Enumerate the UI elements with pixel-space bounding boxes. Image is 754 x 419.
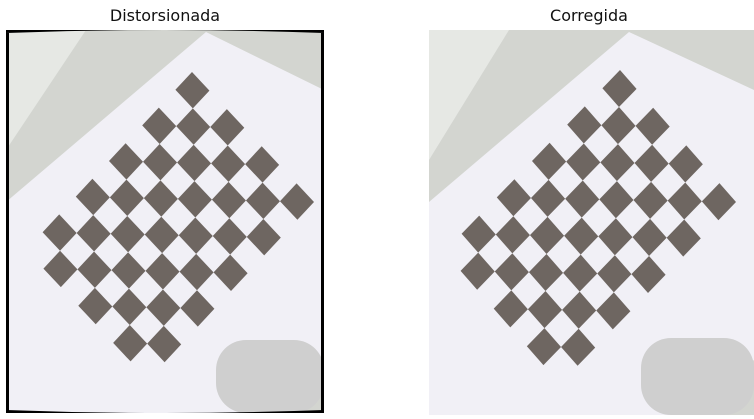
checker-square	[496, 179, 531, 217]
checker-square	[528, 253, 564, 292]
checker-square	[495, 216, 530, 254]
checker-square	[143, 180, 178, 217]
checker-square	[147, 325, 182, 363]
checker-square	[210, 109, 245, 146]
checker-square	[143, 143, 178, 181]
checker-square	[245, 182, 280, 220]
checker-square	[177, 181, 212, 218]
checker-square	[144, 216, 179, 254]
checker-square	[78, 287, 113, 325]
checker-square	[599, 181, 634, 219]
checker-square	[527, 291, 563, 329]
checkerboard	[42, 72, 314, 363]
checker-square	[601, 107, 636, 145]
corrected-image	[429, 30, 754, 415]
checker-square	[532, 142, 567, 180]
checker-square	[176, 108, 211, 145]
checker-square	[177, 144, 212, 182]
checker-square	[529, 216, 565, 254]
checker-square	[602, 70, 637, 108]
checker-square	[632, 218, 667, 256]
checker-square	[180, 290, 215, 327]
checker-square	[142, 107, 177, 144]
checker-square	[212, 218, 247, 255]
checker-square	[565, 180, 600, 218]
checker-square	[109, 179, 144, 216]
checker-square	[211, 181, 246, 219]
checker-square	[43, 250, 78, 288]
corrected-title: Corregida	[550, 6, 628, 25]
checker-square	[75, 178, 110, 216]
checker-square	[634, 144, 669, 182]
checker-square	[111, 252, 146, 289]
distorted-image	[6, 30, 324, 413]
checker-square	[561, 328, 596, 366]
checker-square	[179, 253, 214, 291]
checker-square	[631, 255, 666, 293]
checker-square	[42, 214, 77, 251]
checker-square	[598, 218, 633, 256]
checker-square	[112, 288, 147, 326]
checker-square	[667, 182, 702, 220]
checker-square	[566, 143, 601, 181]
checker-square	[110, 215, 145, 253]
checker-square	[567, 106, 602, 144]
checker-square	[701, 183, 736, 221]
checker-square	[460, 252, 495, 290]
checker-square	[109, 143, 144, 180]
checker-square	[635, 107, 670, 145]
checker-square	[666, 219, 701, 257]
checker-square	[145, 253, 180, 290]
checker-square	[461, 215, 496, 253]
checker-square	[279, 183, 314, 220]
checker-square	[493, 290, 528, 328]
checker-square	[526, 328, 562, 366]
checker-square	[530, 179, 566, 217]
checker-square	[178, 217, 213, 254]
checker-square	[146, 289, 181, 326]
checker-square	[494, 253, 529, 291]
checker-square	[668, 145, 703, 183]
checkerboard	[460, 70, 736, 366]
checker-square	[213, 254, 248, 291]
checker-square	[113, 325, 148, 362]
checker-square	[76, 215, 111, 252]
checker-square	[597, 255, 632, 293]
checker-square	[564, 217, 599, 255]
checker-square	[596, 292, 631, 330]
checker-square	[245, 146, 280, 183]
checker-square	[633, 181, 668, 219]
corrected-panel: Corregida	[424, 0, 754, 419]
checker-square	[600, 144, 635, 182]
distorted-title: Distorsionada	[109, 6, 221, 25]
checker-square	[77, 251, 112, 288]
checker-square	[562, 291, 597, 329]
distorted-panel: Distorsionada	[0, 0, 330, 419]
checker-square	[246, 219, 281, 256]
checker-square	[563, 254, 598, 292]
checker-square	[175, 72, 210, 109]
checker-square	[211, 145, 246, 182]
